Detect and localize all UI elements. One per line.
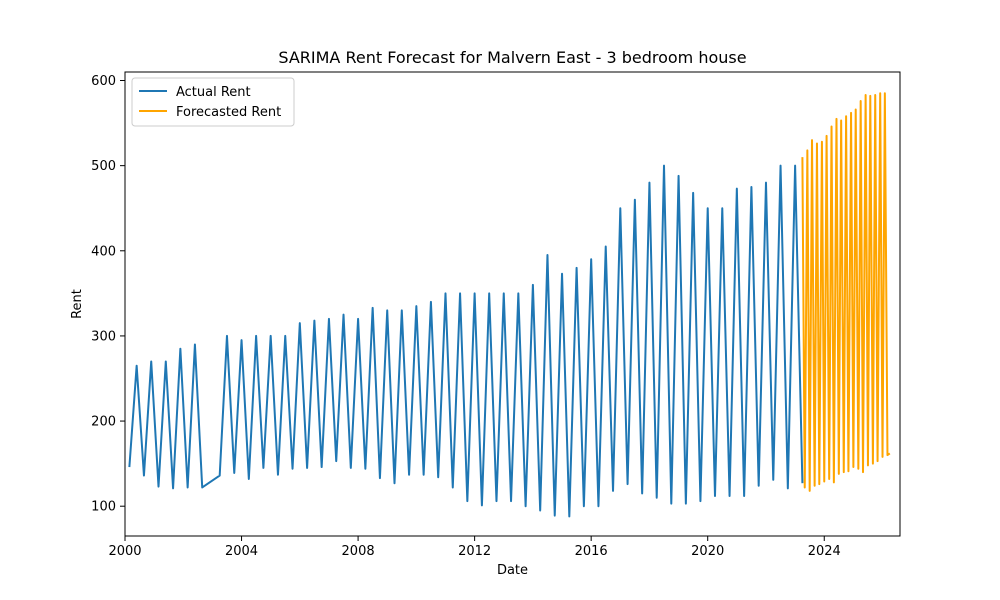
y-tick-label: 500: [91, 159, 116, 174]
y-tick-label: 200: [91, 415, 116, 430]
x-tick-label: 2008: [342, 544, 375, 559]
legend-label-forecast: Forecasted Rent: [176, 105, 281, 120]
x-tick-label: 2024: [808, 544, 841, 559]
series-line-forecasted-rent: [801, 92, 891, 492]
series-line-actual-rent: [128, 164, 804, 518]
x-tick-label: 2000: [108, 544, 141, 559]
legend: Actual Rent Forecasted Rent: [131, 77, 295, 127]
plot-frame: [124, 71, 901, 537]
y-tick-label: 100: [91, 500, 116, 515]
y-axis-label: Rent: [70, 289, 85, 319]
legend-label-actual: Actual Rent: [176, 85, 251, 100]
x-tick-label: 2020: [691, 544, 724, 559]
x-tick-label: 2004: [225, 544, 258, 559]
x-tick-label: 2012: [458, 544, 491, 559]
series-layer: [128, 92, 891, 518]
y-tick-label: 400: [91, 244, 116, 259]
x-axis-label: Date: [497, 563, 528, 578]
chart-title: SARIMA Rent Forecast for Malvern East - …: [278, 48, 746, 67]
y-axis: 100 200 300 400 500 600: [91, 74, 125, 515]
y-tick-label: 300: [91, 329, 116, 344]
legend-frame: [131, 77, 295, 127]
x-tick-label: 2016: [575, 544, 608, 559]
x-axis: 2000 2004 2008 2012 2016 2020 2024: [108, 536, 841, 559]
y-tick-label: 600: [91, 74, 116, 89]
